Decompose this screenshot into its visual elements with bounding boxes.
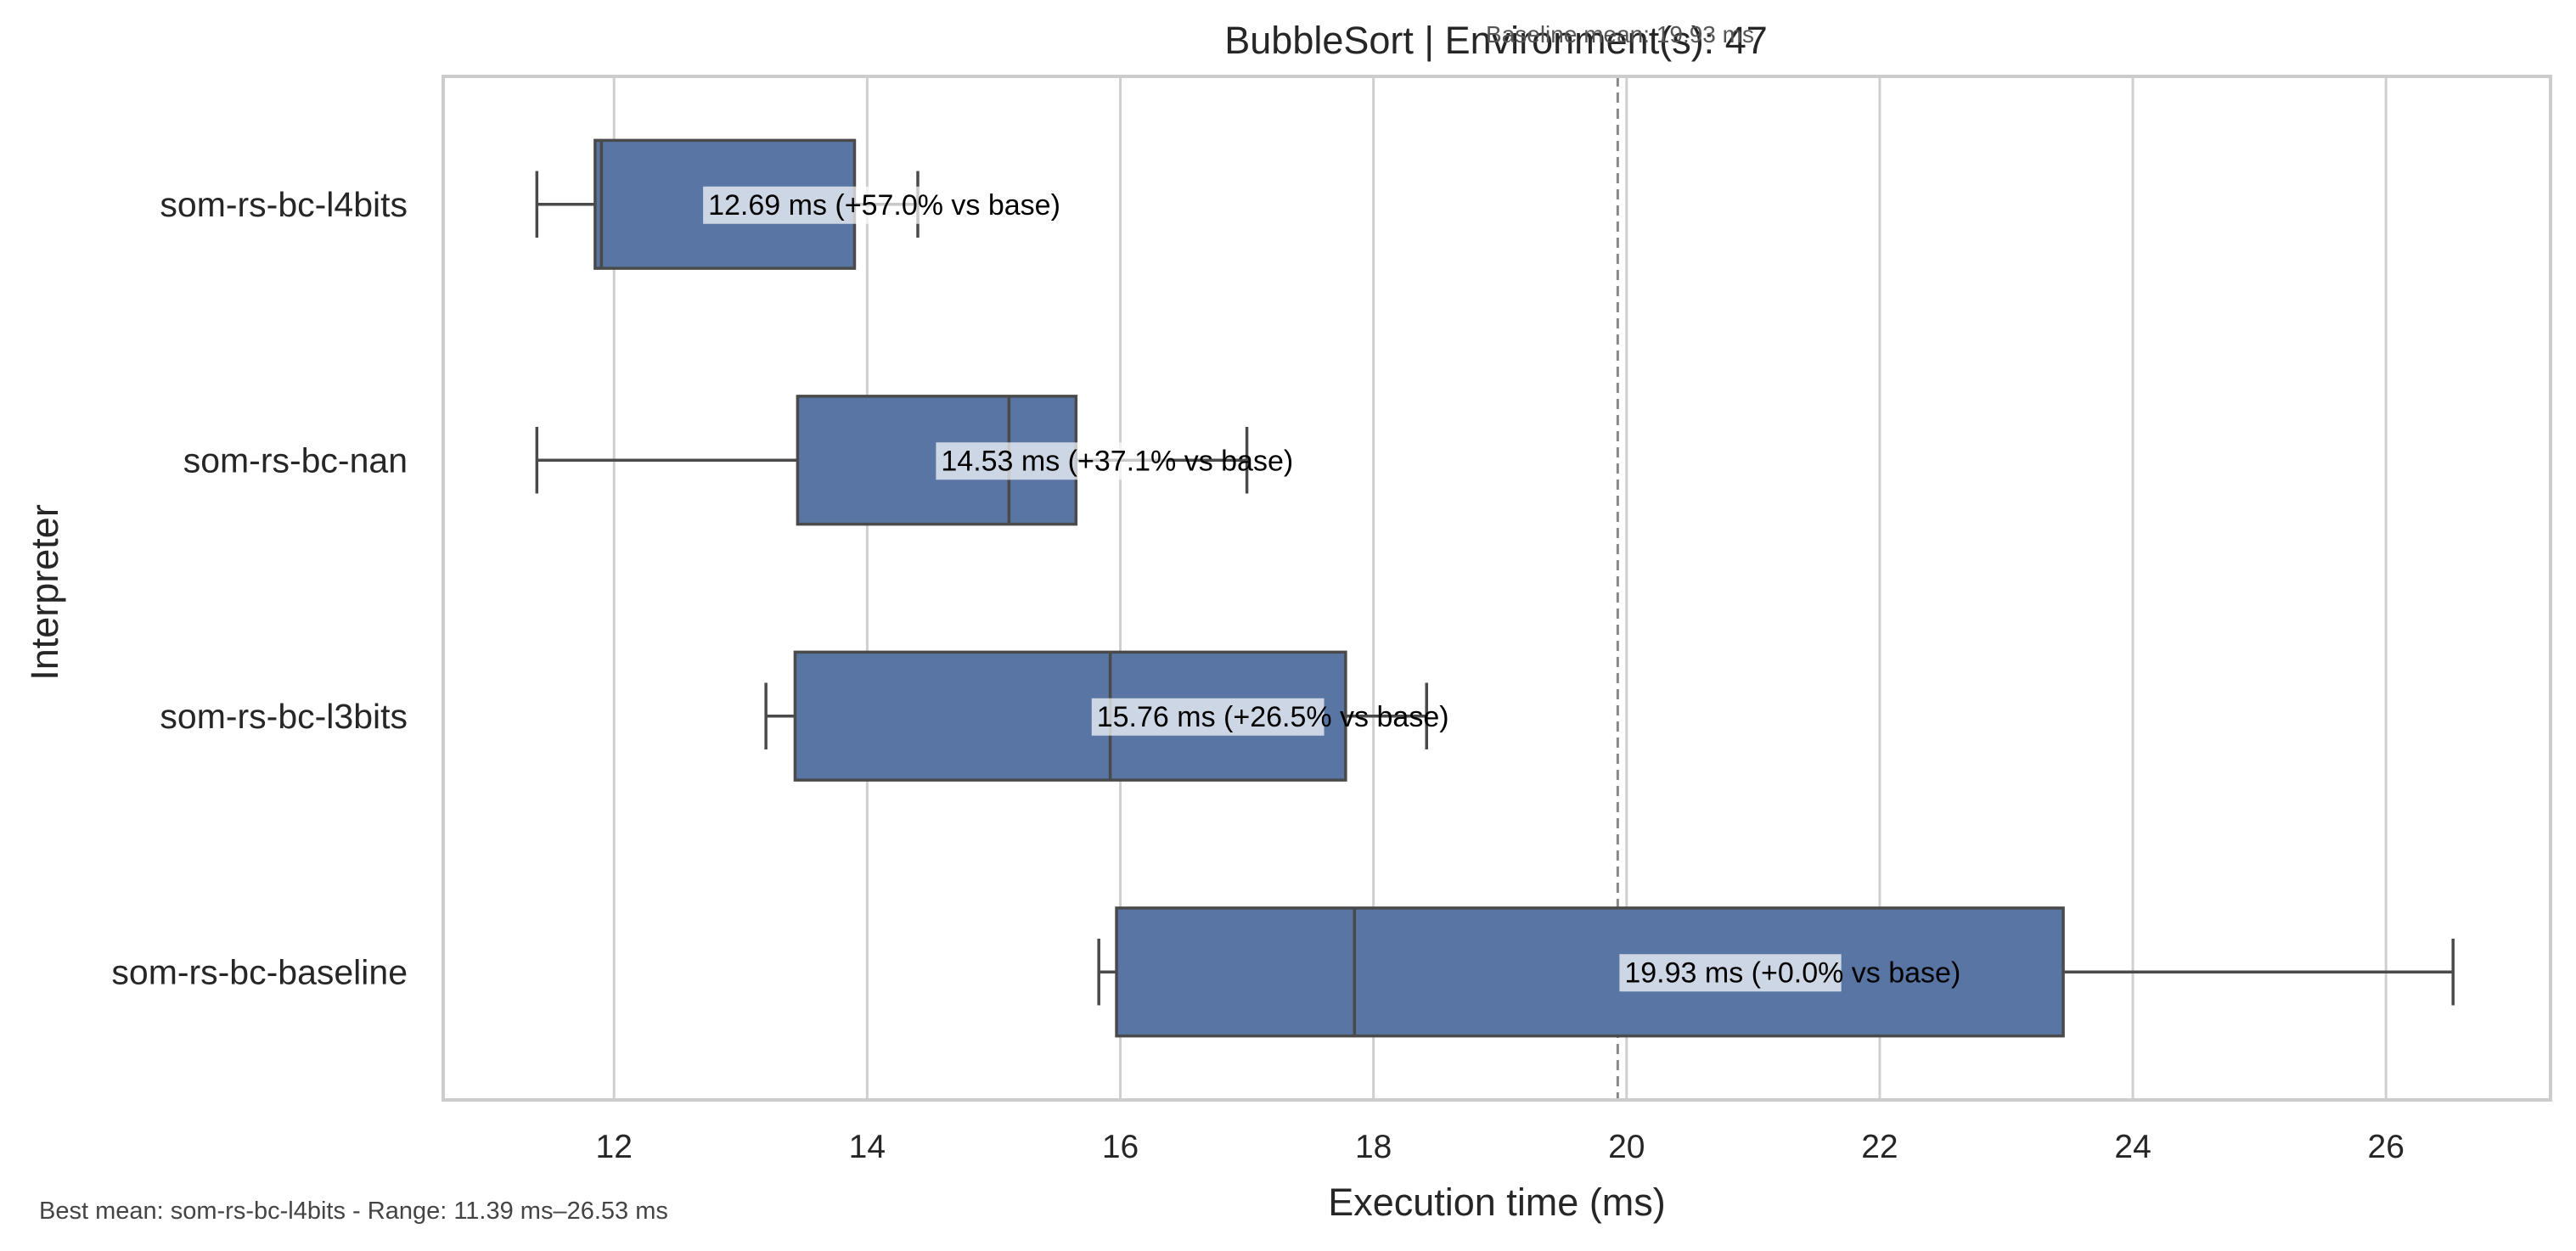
- mean-annotations: 12.69 ms (+57.0% vs base) 14.53 ms (+37.1…: [703, 186, 1960, 992]
- mean-annotation: 19.93 ms (+0.0% vs base): [1619, 954, 1960, 992]
- y-axis-label: Interpreter: [23, 504, 66, 681]
- mean-annotation-bg: [703, 186, 936, 224]
- footer-summary: Best mean: som-rs-bc-l4bits - Range: 11.…: [39, 1198, 668, 1225]
- mean-annotation: 12.69 ms (+57.0% vs base): [703, 186, 1060, 224]
- x-tick-label: 24: [2114, 1129, 2151, 1165]
- mean-annotation-text: 15.76 ms (+26.5% vs base): [1097, 701, 1449, 733]
- grid-lines: [612, 76, 2388, 1100]
- boxes: [535, 138, 2455, 1038]
- mean-annotation-bg: [1619, 954, 1842, 992]
- x-tick-label: 18: [1355, 1129, 1392, 1165]
- x-tick-label: 20: [1608, 1129, 1645, 1165]
- x-tick-label: 12: [596, 1129, 633, 1165]
- y-tick-label: som-rs-bc-l3bits: [160, 697, 408, 736]
- mean-annotation-bg: [1091, 698, 1325, 736]
- mean-annotation-text: 14.53 ms (+37.1% vs base): [941, 445, 1293, 477]
- y-tick-label: som-rs-bc-l4bits: [160, 185, 408, 224]
- chart-title: BubbleSort | Environment(s): 47: [1224, 19, 1768, 62]
- y-tick-label: som-rs-bc-nan: [183, 440, 408, 480]
- x-tick-label: 26: [2368, 1129, 2404, 1165]
- x-axis-label: Execution time (ms): [1328, 1181, 1666, 1224]
- box-group: [1097, 906, 2455, 1038]
- x-tick-label: 22: [1861, 1129, 1898, 1165]
- mean-annotation-text: 12.69 ms (+57.0% vs base): [708, 189, 1060, 222]
- plot-frame: [442, 75, 2552, 1102]
- mean-annotation: 14.53 ms (+37.1% vs base): [936, 442, 1293, 480]
- box-iqr: [1115, 906, 2065, 1038]
- mean-annotation-text: 19.93 ms (+0.0% vs base): [1624, 956, 1960, 989]
- baseline-note: Baseline mean: 19.93 ms: [1486, 21, 1754, 48]
- y-tick-label: som-rs-bc-baseline: [111, 952, 408, 991]
- x-tick-label: 14: [849, 1129, 886, 1165]
- y-tick-labels: som-rs-bc-l4bits som-rs-bc-nan som-rs-bc-l…: [111, 185, 408, 992]
- mean-annotation-bg: [936, 442, 1169, 480]
- x-tick-labels: 12 14 16 18 20 22 24 26: [596, 1129, 2404, 1165]
- x-tick-label: 16: [1102, 1129, 1139, 1165]
- mean-annotation: 15.76 ms (+26.5% vs base): [1091, 698, 1449, 736]
